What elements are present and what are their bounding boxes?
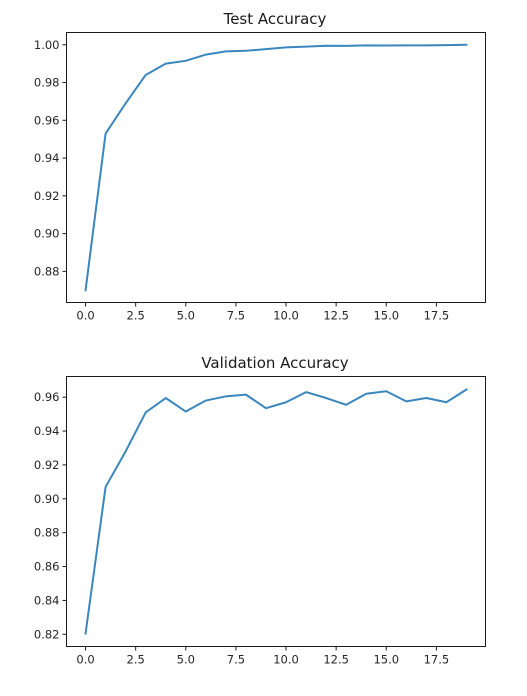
y-tick-label: 0.90 <box>34 492 60 506</box>
x-tick-label: 2.5 <box>127 309 145 323</box>
x-tick-label: 10.0 <box>273 309 299 323</box>
y-tick-label: 1.00 <box>34 38 60 52</box>
data-point <box>83 631 88 636</box>
y-tick-label: 0.94 <box>34 424 60 438</box>
data-point <box>223 394 228 399</box>
y-tick-label: 0.94 <box>34 151 60 165</box>
data-point <box>444 400 449 405</box>
x-tick-label: 7.5 <box>227 309 245 323</box>
data-point <box>364 43 369 48</box>
validation-accuracy-chart: Validation Accuracy 0.0 2.5 5.0 7.5 10.0 12.5… <box>34 354 486 667</box>
data-point <box>404 399 409 404</box>
x-tick-label: 15.0 <box>373 309 399 323</box>
data-point <box>243 48 248 53</box>
data-point <box>203 52 208 57</box>
data-point <box>284 45 289 50</box>
series-line <box>84 43 468 292</box>
x-tick-label: 12.5 <box>323 309 349 323</box>
series-layer <box>83 42 469 293</box>
x-tick-label: 12.5 <box>323 653 349 667</box>
data-point <box>284 400 289 405</box>
y-tick-label: 0.88 <box>34 264 60 278</box>
x-tick-label: 7.5 <box>227 653 245 667</box>
data-point <box>243 392 248 397</box>
y-tick-label: 0.84 <box>34 593 60 607</box>
data-point <box>324 396 329 401</box>
data-point <box>304 44 309 49</box>
y-tick-label: 0.86 <box>34 560 60 574</box>
data-point <box>143 410 148 415</box>
y-tick-label: 0.92 <box>34 458 60 472</box>
data-point <box>183 58 188 63</box>
x-tick-label: 5.0 <box>177 309 195 323</box>
y-tick-label: 0.90 <box>34 227 60 241</box>
data-point <box>263 406 268 411</box>
data-point <box>444 43 449 48</box>
x-tick-label: 2.5 <box>127 653 145 667</box>
data-point <box>163 61 168 66</box>
data-point <box>424 43 429 48</box>
data-point <box>183 409 188 414</box>
data-point <box>464 42 469 47</box>
y-tick-label: 0.92 <box>34 189 60 203</box>
data-point <box>103 131 108 136</box>
y-tick-label: 0.96 <box>34 390 60 404</box>
x-tick-label: 17.5 <box>424 309 450 323</box>
x-tick-label: 15.0 <box>373 653 399 667</box>
data-point <box>203 398 208 403</box>
data-point <box>344 402 349 407</box>
ticks-layer: 0.0 2.5 5.0 7.5 10.0 12.5 15.0 17.5 0.88 0.90 0.92… <box>34 38 449 323</box>
chart-title: Validation Accuracy <box>201 354 348 372</box>
data-point <box>404 43 409 48</box>
series-layer <box>83 387 469 636</box>
y-tick-label: 0.98 <box>34 76 60 90</box>
y-tick-label: 0.82 <box>34 627 60 641</box>
axes-frame <box>66 376 486 647</box>
chart-title: Test Accuracy <box>223 10 327 28</box>
data-point <box>223 49 228 54</box>
data-point <box>83 288 88 293</box>
test-accuracy-chart: Test Accuracy 0.0 2.5 5.0 7.5 10.0 12.5 15.0 17… <box>34 10 486 323</box>
data-point <box>103 484 108 489</box>
x-tick-label: 0.0 <box>76 309 94 323</box>
axes-frame <box>66 32 486 303</box>
data-point <box>364 391 369 396</box>
data-point <box>263 47 268 52</box>
data-point <box>464 387 469 392</box>
y-tick-label: 0.88 <box>34 526 60 540</box>
data-point <box>123 101 128 106</box>
x-tick-label: 5.0 <box>177 653 195 667</box>
y-tick-label: 0.96 <box>34 113 60 127</box>
x-tick-label: 17.5 <box>424 653 450 667</box>
data-point <box>304 390 309 395</box>
data-point <box>384 43 389 48</box>
data-point <box>344 43 349 48</box>
series-line <box>84 388 468 635</box>
data-point <box>424 396 429 401</box>
data-point <box>163 396 168 401</box>
data-point <box>324 43 329 48</box>
data-point <box>143 72 148 77</box>
data-point <box>123 449 128 454</box>
x-tick-label: 0.0 <box>76 653 94 667</box>
data-point <box>384 389 389 394</box>
ticks-layer: 0.0 2.5 5.0 7.5 10.0 12.5 15.0 17.5 0.82 0.84 0.86… <box>34 390 449 666</box>
x-tick-label: 10.0 <box>273 653 299 667</box>
